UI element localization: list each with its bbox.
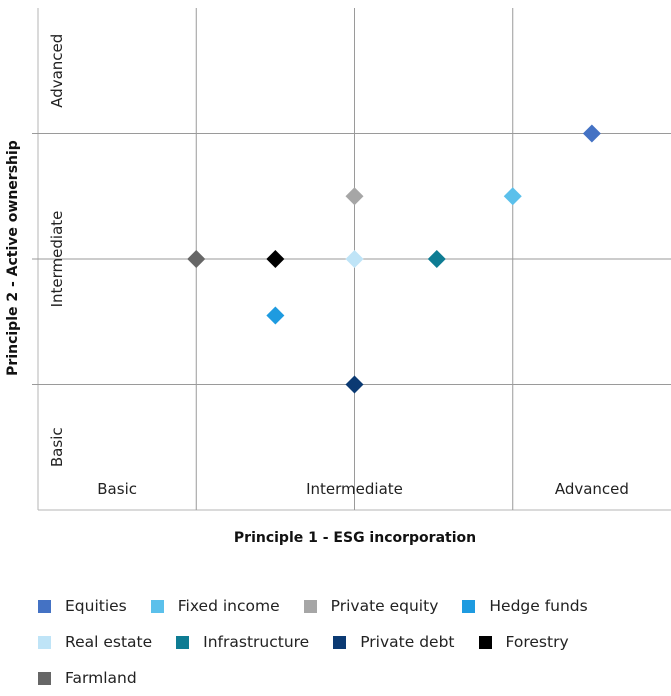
x-axis-title: Principle 1 - ESG incorporation bbox=[234, 530, 476, 546]
scatter-chart: Basic Intermediate Advanced Basic Intermedi… bbox=[5, 8, 671, 546]
legend-swatch bbox=[333, 635, 347, 649]
y-zone-label: Intermediate bbox=[48, 211, 66, 308]
legend-label: Infrastructure bbox=[203, 633, 310, 651]
point-real-estate bbox=[345, 250, 364, 268]
point-fixed-income bbox=[503, 187, 522, 206]
legend-label: Equities bbox=[65, 597, 127, 615]
x-zone-label: Advanced bbox=[555, 480, 629, 498]
point-forestry bbox=[266, 250, 285, 268]
legend-swatch bbox=[38, 635, 51, 649]
legend-label: Farmland bbox=[65, 669, 137, 687]
point-private-debt bbox=[345, 375, 364, 394]
legend-label: Private debt bbox=[360, 633, 455, 651]
legend-label: Private equity bbox=[330, 597, 439, 615]
legend-item: Private equity bbox=[303, 597, 439, 615]
legend-row: Real estate Infrastructure Private debt For… bbox=[38, 624, 658, 660]
legend-item: Fixed income bbox=[150, 597, 280, 615]
legend-label: Real estate bbox=[65, 633, 153, 651]
legend-item: Real estate bbox=[38, 633, 152, 651]
legend-swatch bbox=[303, 599, 317, 613]
legend-item: Forestry bbox=[478, 633, 569, 651]
y-axis-title: Principle 2 - Active ownership bbox=[5, 140, 21, 376]
legend-row: Equities Fixed income Private equity Hedge … bbox=[38, 588, 658, 624]
legend-label: Hedge funds bbox=[489, 597, 588, 615]
y-zone-label: Basic bbox=[48, 427, 66, 467]
x-zone-label: Intermediate bbox=[306, 480, 403, 498]
chart-legend: Equities Fixed income Private equity Hedge … bbox=[38, 588, 658, 696]
x-zone-label: Basic bbox=[97, 480, 137, 498]
legend-item: Private debt bbox=[333, 633, 455, 651]
point-farmland bbox=[187, 250, 206, 268]
legend-label: Fixed income bbox=[177, 597, 280, 615]
point-hedge-funds bbox=[266, 306, 285, 325]
point-infrastructure bbox=[427, 250, 446, 268]
legend-swatch bbox=[478, 635, 492, 649]
legend-label: Forestry bbox=[505, 633, 569, 651]
point-equities bbox=[582, 124, 601, 143]
legend-swatch bbox=[38, 599, 51, 613]
legend-item: Infrastructure bbox=[176, 633, 309, 651]
point-private-equity bbox=[345, 187, 364, 206]
legend-swatch bbox=[462, 599, 476, 613]
y-zone-labels: Basic Intermediate Advanced bbox=[48, 34, 66, 467]
legend-row: Farmland bbox=[38, 660, 658, 696]
x-zone-labels: Basic Intermediate Advanced bbox=[97, 480, 629, 498]
legend-swatch bbox=[176, 635, 190, 649]
y-zone-label: Advanced bbox=[48, 34, 66, 108]
legend-item: Farmland bbox=[38, 669, 137, 687]
legend-swatch bbox=[150, 599, 164, 613]
legend-item: Hedge funds bbox=[462, 597, 588, 615]
legend-item: Equities bbox=[38, 597, 127, 615]
data-points bbox=[187, 124, 601, 394]
legend-swatch bbox=[38, 671, 51, 685]
